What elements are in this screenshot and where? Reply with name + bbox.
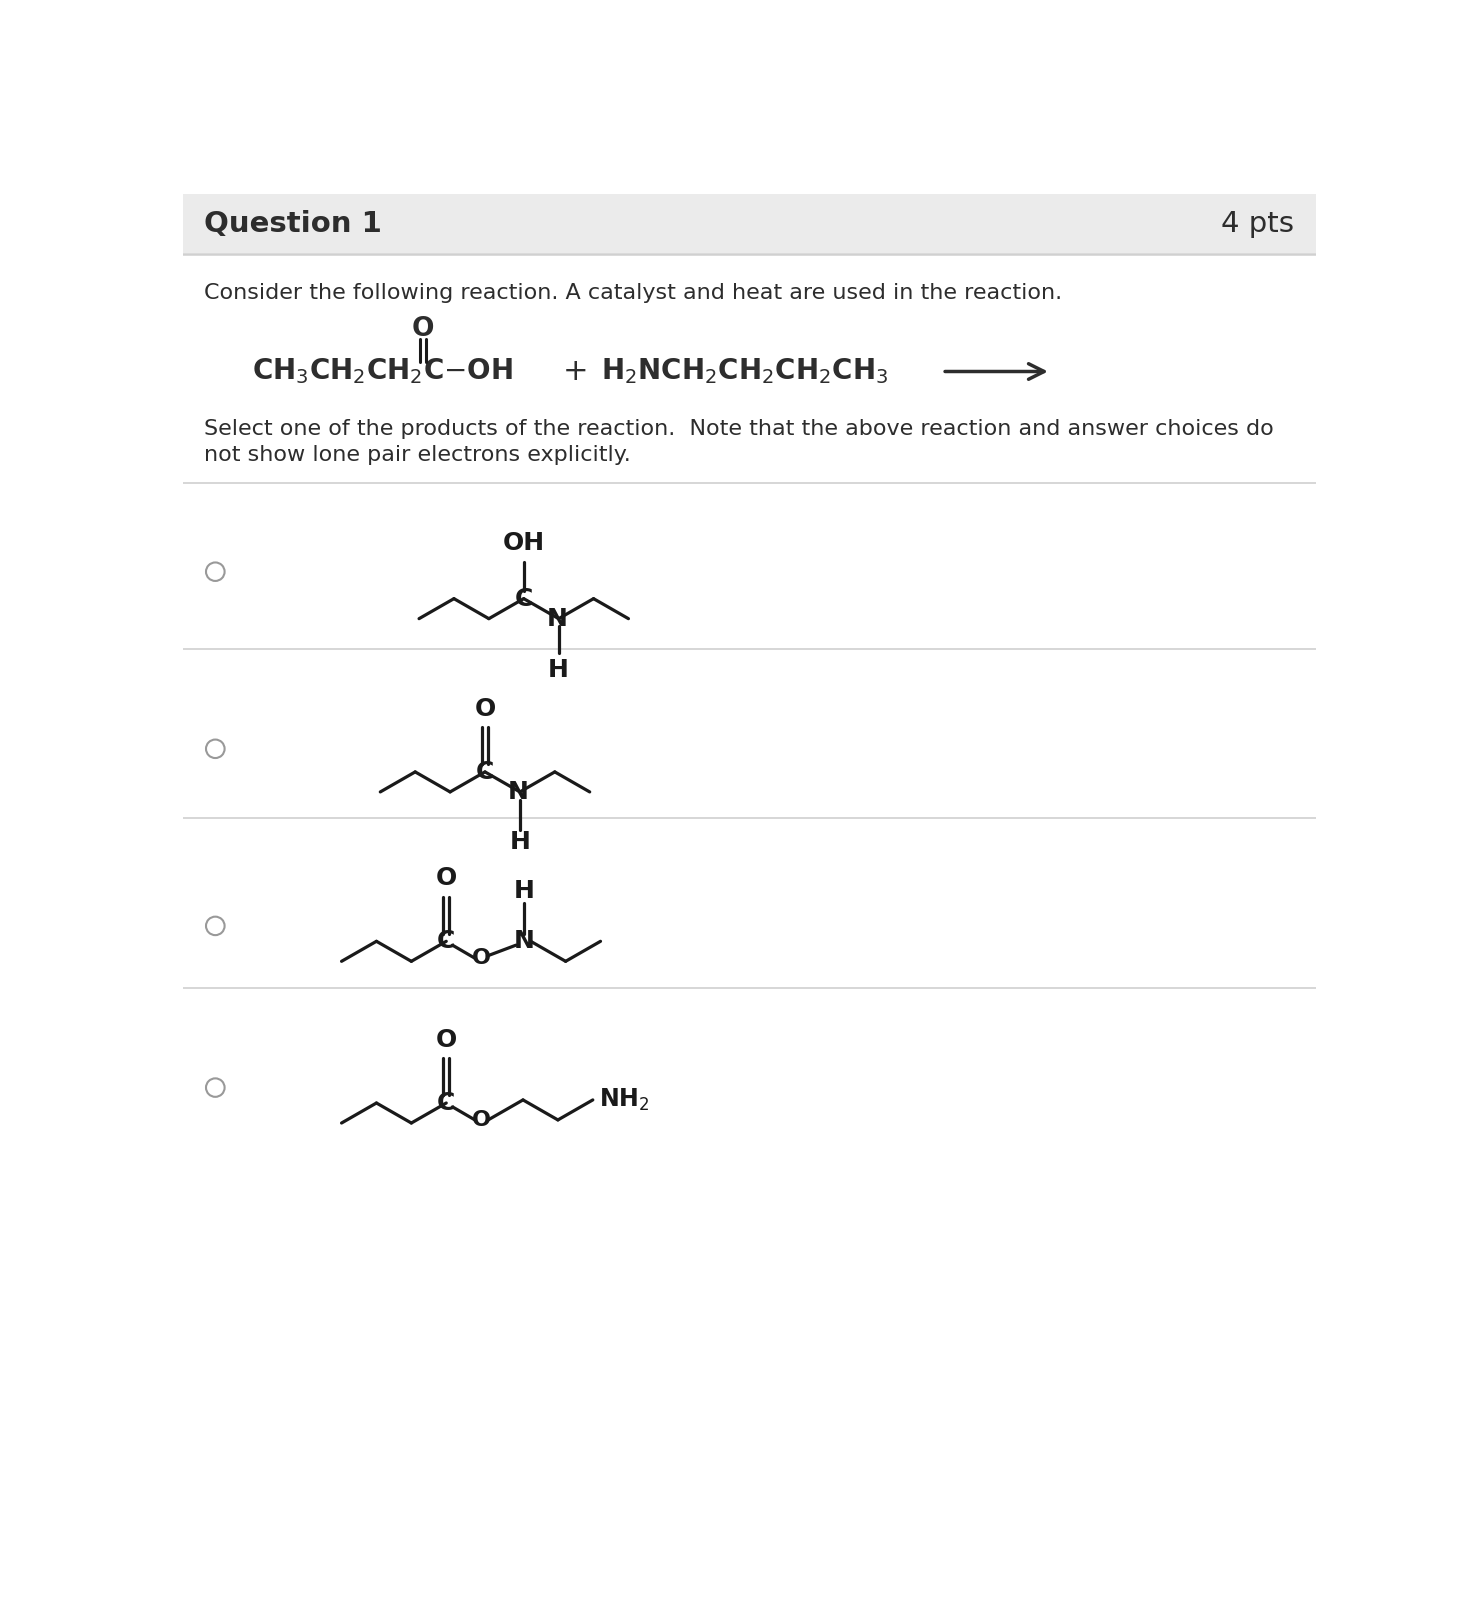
Text: O: O: [474, 697, 496, 721]
Text: H: H: [509, 829, 531, 854]
Text: Consider the following reaction. A catalyst and heat are used in the reaction.: Consider the following reaction. A catal…: [205, 284, 1063, 303]
Text: +: +: [563, 356, 588, 386]
Text: not show lone pair electrons explicitly.: not show lone pair electrons explicitly.: [205, 444, 632, 465]
Text: C: C: [515, 586, 534, 611]
Text: H: H: [513, 880, 534, 904]
Text: N: N: [507, 779, 529, 804]
Text: N: N: [513, 930, 534, 953]
Text: C: C: [437, 930, 456, 953]
Text: 4 pts: 4 pts: [1221, 209, 1294, 238]
Text: NH$_2$: NH$_2$: [599, 1087, 649, 1113]
Text: C: C: [437, 1090, 456, 1115]
Text: O: O: [472, 948, 491, 969]
Text: O: O: [412, 316, 434, 342]
Text: OH: OH: [503, 531, 545, 556]
Text: C: C: [475, 760, 494, 784]
Text: N: N: [547, 606, 567, 630]
Text: H$_2$NCH$_2$CH$_2$CH$_2$CH$_3$: H$_2$NCH$_2$CH$_2$CH$_2$CH$_3$: [601, 356, 889, 387]
Text: O: O: [436, 867, 456, 889]
Text: O: O: [472, 1110, 491, 1129]
Text: O: O: [436, 1027, 456, 1051]
Text: CH$_3$CH$_2$CH$_2$C$-$OH: CH$_3$CH$_2$CH$_2$C$-$OH: [253, 356, 513, 387]
Text: Select one of the products of the reaction.  Note that the above reaction and an: Select one of the products of the reacti…: [205, 420, 1275, 439]
Text: H: H: [548, 658, 569, 682]
Text: Question 1: Question 1: [205, 209, 383, 238]
Bar: [183, 194, 1316, 253]
